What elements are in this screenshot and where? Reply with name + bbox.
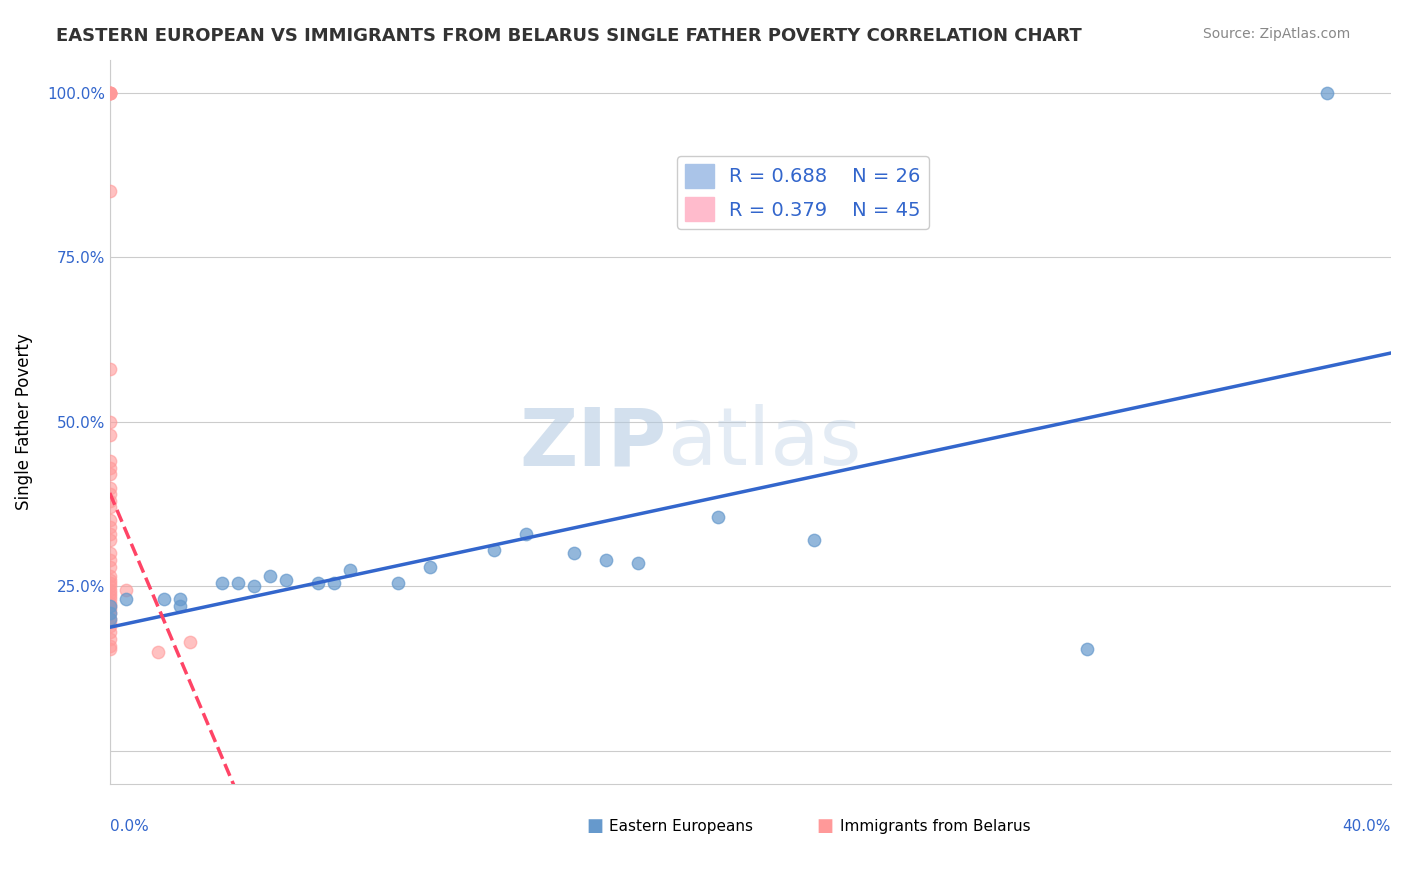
Point <box>482 543 505 558</box>
Point <box>98 625 121 640</box>
Point <box>179 635 201 649</box>
Point <box>146 645 169 659</box>
Text: EASTERN EUROPEAN VS IMMIGRANTS FROM BELARUS SINGLE FATHER POVERTY CORRELATION CH: EASTERN EUROPEAN VS IMMIGRANTS FROM BELA… <box>56 27 1083 45</box>
Point <box>98 582 121 597</box>
Point <box>595 553 617 567</box>
Point <box>98 86 121 100</box>
Point <box>307 576 329 591</box>
Point <box>339 563 361 577</box>
Point <box>803 533 825 548</box>
Point <box>627 556 650 570</box>
Point <box>98 586 121 600</box>
Point <box>98 569 121 583</box>
Point <box>707 510 730 524</box>
Point <box>98 596 121 610</box>
Text: Immigrants from Belarus: Immigrants from Belarus <box>839 819 1031 834</box>
Point <box>98 576 121 591</box>
Point <box>98 602 121 616</box>
Point <box>387 576 409 591</box>
Point <box>98 641 121 656</box>
Point <box>1316 86 1339 100</box>
Y-axis label: Single Father Poverty: Single Father Poverty <box>15 334 32 510</box>
Point <box>98 606 121 620</box>
Point <box>419 559 441 574</box>
Point <box>98 589 121 603</box>
Point <box>98 513 121 527</box>
Point <box>562 546 585 560</box>
Point <box>98 612 121 626</box>
Point <box>323 576 346 591</box>
Point <box>98 86 121 100</box>
Text: Eastern Europeans: Eastern Europeans <box>609 819 754 834</box>
Text: 40.0%: 40.0% <box>1343 819 1391 834</box>
Point <box>98 579 121 593</box>
Point <box>98 500 121 515</box>
Point <box>98 619 121 633</box>
Text: ■: ■ <box>586 817 603 835</box>
Text: ZIP: ZIP <box>520 404 666 483</box>
Point <box>98 415 121 429</box>
Point <box>98 599 121 613</box>
Point <box>98 606 121 620</box>
Legend: R = 0.688    N = 26, R = 0.379    N = 45: R = 0.688 N = 26, R = 0.379 N = 45 <box>676 156 928 229</box>
Point <box>515 526 537 541</box>
Point <box>98 632 121 646</box>
Point <box>114 592 136 607</box>
Text: atlas: atlas <box>666 404 862 483</box>
Point <box>98 427 121 442</box>
Point <box>259 569 281 583</box>
Point <box>98 612 121 626</box>
Point <box>169 592 191 607</box>
Point <box>98 362 121 376</box>
Point <box>98 460 121 475</box>
Point <box>98 546 121 560</box>
Point <box>98 639 121 653</box>
Point <box>98 559 121 574</box>
Point <box>98 487 121 501</box>
Point <box>98 481 121 495</box>
Point <box>98 467 121 482</box>
Text: Source: ZipAtlas.com: Source: ZipAtlas.com <box>1202 27 1350 41</box>
Point <box>226 576 249 591</box>
Point <box>98 86 121 100</box>
Point <box>98 493 121 508</box>
Point <box>98 526 121 541</box>
Text: 0.0%: 0.0% <box>110 819 149 834</box>
Point <box>153 592 176 607</box>
Point <box>98 86 121 100</box>
Point <box>98 86 121 100</box>
Point <box>98 520 121 534</box>
Point <box>1076 641 1098 656</box>
Point <box>169 599 191 613</box>
Point <box>274 573 297 587</box>
Point <box>98 573 121 587</box>
Point <box>98 599 121 613</box>
Point <box>211 576 233 591</box>
Point <box>98 454 121 468</box>
Point <box>114 582 136 597</box>
Point <box>243 579 266 593</box>
Point <box>98 533 121 548</box>
Point <box>98 184 121 198</box>
Point <box>98 553 121 567</box>
Point <box>98 615 121 630</box>
Point <box>98 592 121 607</box>
Text: ■: ■ <box>817 817 834 835</box>
